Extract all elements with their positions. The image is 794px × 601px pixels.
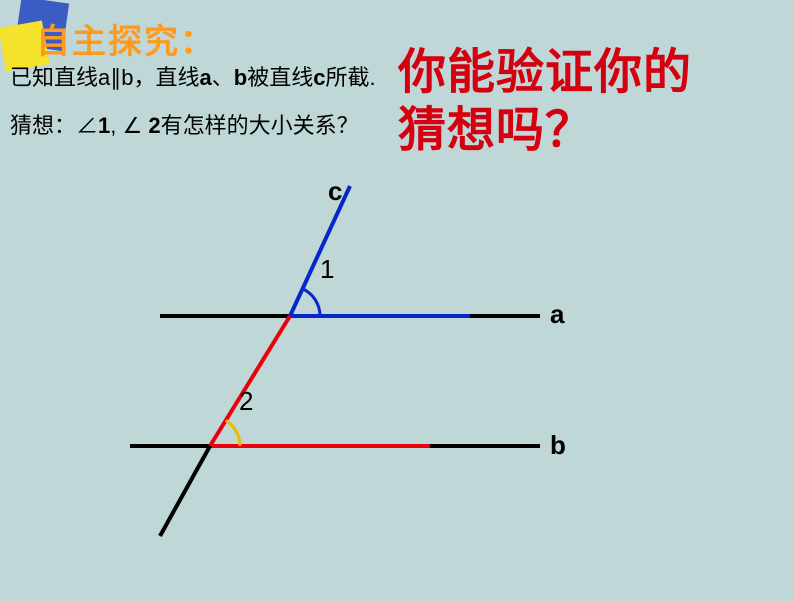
problem-line-1: 已知直线a∥b，直线a、b被直线c所截. — [10, 60, 376, 92]
label-c: c — [328, 176, 342, 207]
label-a: a — [550, 299, 564, 330]
callout-red: 你能验证你的 猜想吗？ — [398, 44, 692, 159]
diagram-svg — [100, 176, 660, 596]
callout-row1: 你能验证你的 — [398, 44, 692, 102]
geometry-diagram: c a b 1 2 — [100, 176, 660, 596]
label-b: b — [550, 430, 566, 461]
callout-row2: 猜想吗？ — [398, 102, 692, 160]
section-title: 自主探究： — [36, 14, 216, 63]
label-angle-2: 2 — [239, 386, 253, 417]
label-angle-1: 1 — [320, 254, 334, 285]
problem-line-2: 猜想：∠1, ∠ 2有怎样的大小关系？ — [10, 108, 359, 140]
